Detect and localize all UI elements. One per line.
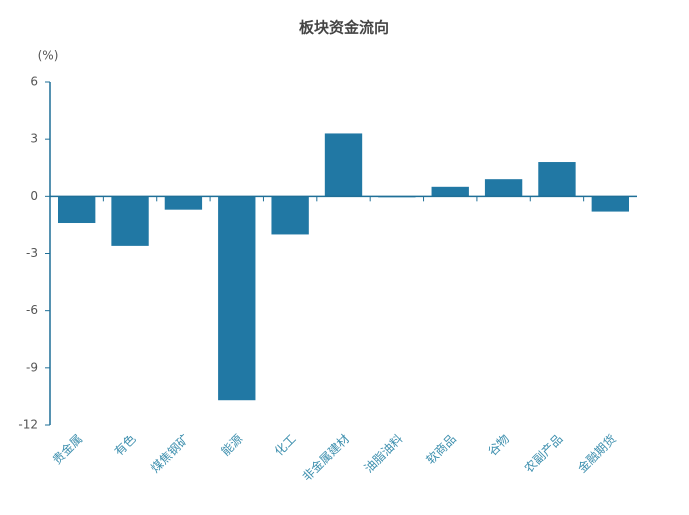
x-tick-label: 谷物 — [485, 432, 512, 459]
x-tick-label: 油脂油料 — [361, 431, 406, 476]
bar — [431, 186, 469, 197]
y-tick-label: -6 — [26, 303, 38, 317]
bar — [538, 162, 576, 197]
y-tick-label: 0 — [30, 189, 38, 203]
y-axis-label: (%) — [38, 49, 59, 63]
y-tick-label: -3 — [26, 246, 38, 260]
y-tick-label: 3 — [30, 132, 38, 146]
bar — [271, 196, 309, 235]
x-tick-label: 农副产品 — [522, 432, 566, 476]
x-tick-label: 有色 — [112, 432, 139, 459]
bar — [218, 196, 256, 401]
x-tick-label: 化工 — [272, 432, 299, 459]
bar — [164, 196, 203, 210]
bar — [324, 133, 363, 197]
x-tick-label: 非金属建材 — [299, 431, 352, 484]
x-tick-label: 贵金属 — [49, 431, 85, 467]
bar — [484, 179, 523, 197]
chart-title: 板块资金流向 — [299, 19, 389, 37]
x-tick-label: 能源 — [218, 432, 245, 459]
y-tick-label: -12 — [18, 418, 38, 432]
x-tick-label: 煤焦钢矿 — [148, 432, 192, 476]
bar — [591, 196, 629, 212]
x-tick-label: 金融期货 — [574, 431, 619, 476]
y-tick-label: -9 — [26, 360, 38, 374]
bar — [58, 196, 96, 224]
bar — [111, 196, 149, 246]
y-tick-label: 6 — [30, 75, 38, 89]
x-tick-label: 软商品 — [423, 431, 459, 467]
